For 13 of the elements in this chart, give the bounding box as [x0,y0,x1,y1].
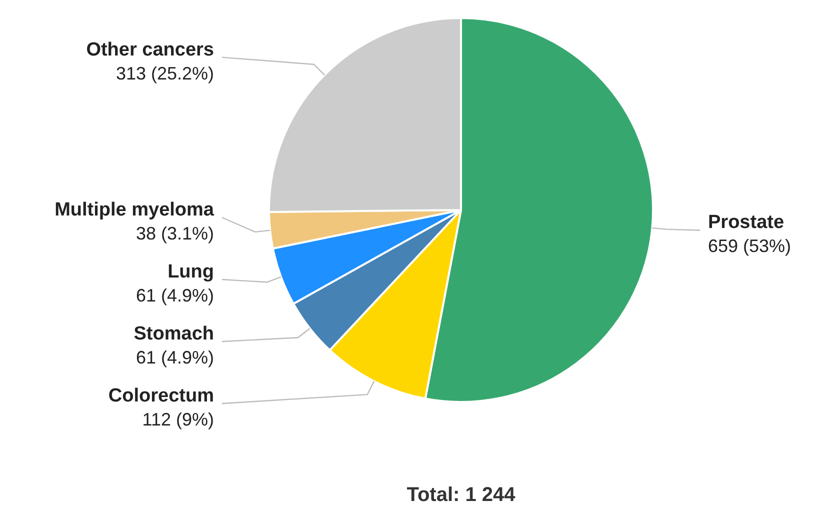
slice-label: Prostate [708,212,784,234]
data-label: 112 (9%) [142,409,214,430]
slice-label: Other cancers [86,39,214,60]
text: Total: 1 244 [406,484,516,507]
data-label: 61 (4.9%) [136,347,214,368]
data-label: 313 (25.2%) [116,63,214,84]
slice-label: Lung [168,261,214,282]
data-label: 61 (4.9%) [136,285,214,306]
data-label: 659 (53%) [708,236,792,256]
slice-label: Colorectum [108,385,214,406]
slice-label: Stomach [134,323,214,344]
data-label: 38 (3.1%) [136,223,214,244]
slice-label: Multiple myeloma [54,199,214,220]
